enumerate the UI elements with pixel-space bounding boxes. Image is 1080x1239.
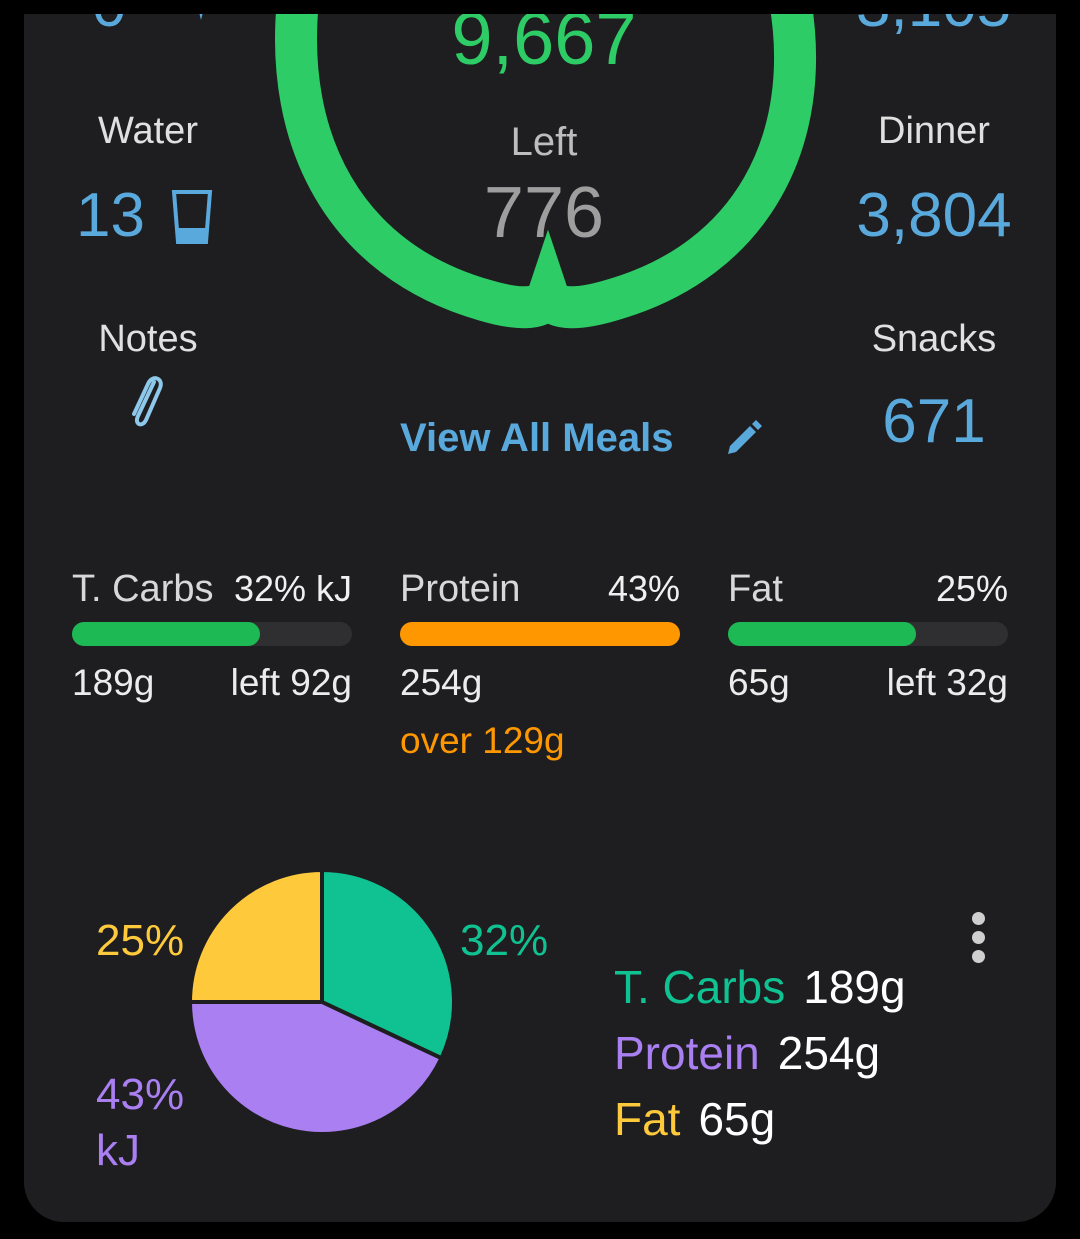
macro-progress-bar bbox=[72, 622, 352, 646]
status-bar-edge bbox=[0, 0, 1080, 14]
legend-value: 254g bbox=[777, 1027, 881, 1079]
water-label: Water bbox=[98, 110, 198, 152]
more-options-icon[interactable] bbox=[972, 912, 985, 969]
snacks-value[interactable]: 671 bbox=[882, 387, 986, 456]
pie-slice-carbs bbox=[320, 867, 456, 1061]
view-all-meals-link[interactable]: View All Meals bbox=[400, 416, 674, 460]
legend-value: 65g bbox=[698, 1093, 776, 1145]
macro-status: over 129g bbox=[400, 720, 565, 761]
snacks-label: Snacks bbox=[871, 318, 997, 360]
legend-name: Protein bbox=[614, 1027, 760, 1079]
pie-unit-label: kJ bbox=[96, 1126, 140, 1175]
pie-label-fat: 25% bbox=[96, 916, 185, 965]
pencil-icon[interactable] bbox=[724, 416, 764, 461]
pie-label-protein: 43% bbox=[96, 1070, 185, 1119]
macro-amount: 65g bbox=[728, 662, 790, 703]
legend-name: Fat bbox=[614, 1093, 681, 1145]
summary-card: 0 3,105 9,667 Left 776 Water 13 Dinner 3… bbox=[24, 0, 1056, 1222]
left-value: 776 bbox=[483, 173, 605, 253]
left-label: Left bbox=[510, 120, 578, 164]
macro-progress-fill bbox=[728, 622, 916, 646]
macro-percent: 25% bbox=[935, 568, 1008, 609]
pie-label-carbs: 32% bbox=[460, 916, 549, 965]
notes-label: Notes bbox=[98, 318, 198, 360]
dinner-label: Dinner bbox=[878, 110, 990, 152]
macro-status: left 32g bbox=[886, 662, 1008, 703]
calorie-ring bbox=[275, 0, 817, 329]
macro-percent: 32% kJ bbox=[233, 568, 352, 609]
pie-slice-protein bbox=[187, 1000, 445, 1136]
macro-name: T. Carbs bbox=[72, 568, 214, 610]
macro-percent: 43% bbox=[607, 568, 680, 609]
macro-amount: 254g bbox=[400, 662, 483, 703]
water-glass-icon[interactable] bbox=[170, 188, 214, 251]
water-value[interactable]: 13 bbox=[76, 181, 145, 250]
legend-value: 189g bbox=[803, 961, 906, 1013]
macro-status: left 92g bbox=[230, 662, 352, 703]
legend-item: T. Carbs 189g bbox=[614, 960, 906, 1014]
pie-slice-fat bbox=[187, 867, 324, 1004]
legend-item: Fat 65g bbox=[614, 1092, 775, 1146]
macro-progress-fill bbox=[400, 622, 680, 646]
macro-name: Protein bbox=[400, 568, 521, 610]
paperclip-icon[interactable] bbox=[124, 372, 170, 437]
macro-progress-fill bbox=[72, 622, 260, 646]
legend-item: Protein 254g bbox=[614, 1026, 880, 1080]
macro-progress-bar bbox=[400, 622, 680, 646]
macro-amount: 189g bbox=[72, 662, 155, 703]
legend-name: T. Carbs bbox=[614, 961, 786, 1013]
dinner-value[interactable]: 3,804 bbox=[856, 181, 1012, 250]
macro-progress-bar bbox=[728, 622, 1008, 646]
macro-name: Fat bbox=[728, 568, 783, 610]
macro-pie-chart bbox=[187, 867, 456, 1136]
